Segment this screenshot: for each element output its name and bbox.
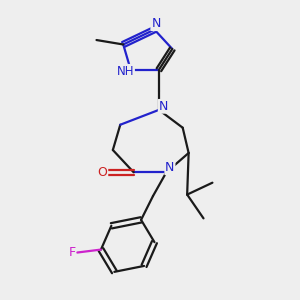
- Text: F: F: [68, 246, 75, 259]
- Text: O: O: [98, 166, 107, 179]
- Text: NH: NH: [117, 65, 134, 78]
- Text: N: N: [151, 17, 160, 30]
- Text: N: N: [165, 161, 175, 174]
- Text: N: N: [159, 100, 168, 113]
